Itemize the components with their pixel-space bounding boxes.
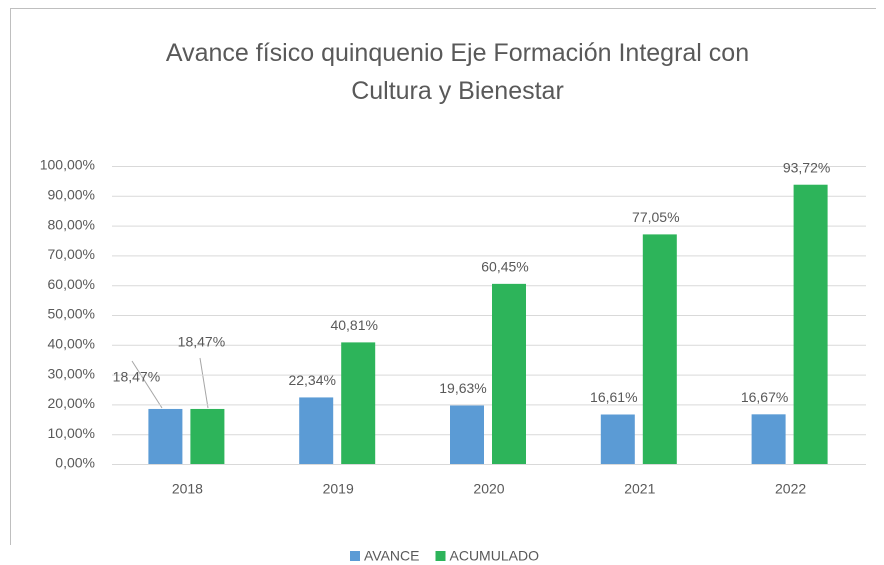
data-label: 93,72% — [783, 159, 830, 175]
bar — [299, 397, 334, 464]
x-tick-label: 2018 — [172, 481, 203, 497]
data-label: 18,47% — [178, 334, 225, 350]
x-tick-label: 2021 — [624, 481, 655, 497]
data-label: 60,45% — [481, 259, 528, 275]
bar — [751, 414, 786, 464]
legend-swatch — [435, 551, 446, 561]
x-tick-label: 2020 — [473, 481, 504, 497]
y-tick-label: 20,00% — [48, 395, 95, 411]
y-tick-label: 10,00% — [48, 425, 95, 441]
y-tick-label: 80,00% — [48, 216, 95, 232]
legend-swatch — [350, 551, 360, 561]
bar — [492, 283, 526, 464]
y-tick-label: 0,00% — [55, 455, 95, 471]
leader-line — [199, 357, 209, 409]
data-label: 16,61% — [590, 389, 637, 405]
data-label: 40,81% — [330, 317, 377, 333]
x-tick-label: 2019 — [323, 481, 354, 497]
bar — [600, 414, 635, 464]
y-tick-label: 100,00% — [40, 157, 95, 173]
bar — [148, 408, 183, 464]
bar — [341, 342, 376, 464]
bar — [642, 234, 677, 464]
y-tick-label: 70,00% — [48, 246, 95, 262]
data-label: 77,05% — [632, 209, 679, 225]
bar — [450, 405, 484, 464]
legend-label: AVANCE — [364, 548, 420, 564]
y-tick-label: 30,00% — [48, 365, 95, 381]
data-label: 19,63% — [439, 380, 486, 396]
y-tick-label: 60,00% — [48, 276, 95, 292]
data-label: 18,47% — [113, 369, 160, 385]
data-label: 22,34% — [288, 372, 335, 388]
x-tick-label: 2022 — [775, 481, 806, 497]
bar — [793, 184, 828, 464]
leader-line — [131, 360, 163, 409]
y-tick-label: 50,00% — [48, 306, 95, 322]
y-tick-label: 40,00% — [48, 336, 95, 352]
data-label: 16,67% — [741, 389, 788, 405]
bar — [190, 408, 225, 464]
legend-label: ACUMULADO — [450, 548, 540, 564]
y-tick-label: 90,00% — [48, 187, 95, 203]
chart-title: Avance físico quinquenio Eje Formación I… — [165, 39, 750, 105]
